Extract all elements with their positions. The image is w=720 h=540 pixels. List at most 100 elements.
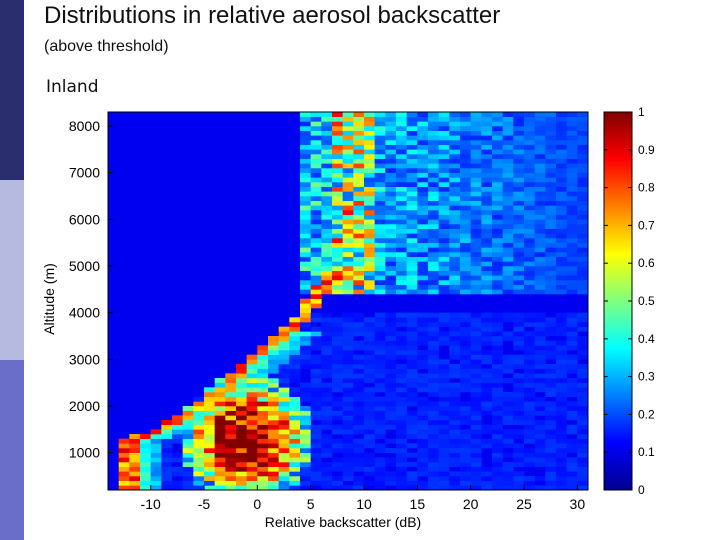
- heatmap-cell: [428, 270, 439, 276]
- heatmap-cell: [385, 396, 397, 402]
- y-axis-label: Altitude (m): [41, 263, 57, 335]
- heatmap-cell: [214, 438, 226, 444]
- heatmap-cell: [364, 256, 375, 262]
- heatmap-cell: [492, 466, 503, 472]
- heatmap-cell: [236, 406, 247, 411]
- heatmap-cell: [566, 270, 578, 276]
- heatmap-cell: [577, 261, 589, 267]
- heatmap-cell: [428, 382, 439, 388]
- heatmap-cell: [577, 140, 589, 145]
- heatmap-cell: [289, 378, 301, 383]
- heatmap-cell: [545, 135, 557, 141]
- heatmap-cell: [353, 163, 365, 169]
- heatmap-cell: [364, 280, 375, 285]
- heatmap-cell: [545, 196, 557, 201]
- heatmap-cell: [417, 135, 429, 141]
- heatmap-cell: [278, 438, 290, 444]
- heatmap-cell: [460, 214, 471, 220]
- heatmap-cell: [449, 410, 461, 416]
- heatmap-cell: [321, 154, 333, 159]
- heatmap-cell: [118, 485, 130, 491]
- heatmap-cell: [481, 247, 493, 253]
- heatmap-cell: [332, 177, 343, 183]
- heatmap-cell: [364, 270, 375, 276]
- heatmap-cell: [278, 368, 290, 374]
- heatmap-cell: [449, 130, 461, 136]
- heatmap-cell: [342, 200, 354, 206]
- heatmap-cell: [332, 126, 343, 131]
- heatmap-cell: [428, 476, 439, 481]
- heatmap-cell: [321, 112, 333, 117]
- heatmap-cell: [385, 135, 397, 141]
- heatmap-cell: [332, 252, 343, 257]
- heatmap-cell: [513, 256, 525, 262]
- heatmap-cell: [438, 205, 450, 211]
- heatmap-cell: [428, 345, 439, 351]
- heatmap-cell: [364, 116, 375, 122]
- heatmap-cell: [150, 452, 162, 458]
- heatmap-cell: [481, 154, 493, 159]
- heatmap-cell: [396, 289, 407, 295]
- heatmap-cell: [577, 275, 589, 281]
- heatmap-cell: [310, 476, 322, 481]
- heatmap-cell: [193, 466, 205, 472]
- heatmap-cell: [385, 224, 397, 229]
- heatmap-cell: [449, 116, 461, 122]
- heatmap-cell: [374, 373, 386, 379]
- heatmap-cell: [342, 401, 354, 407]
- heatmap-cell: [534, 238, 546, 243]
- heatmap-cell: [289, 326, 301, 332]
- heatmap-cell: [214, 378, 226, 383]
- heatmap-cell: [534, 429, 546, 435]
- heatmap-cell: [438, 158, 450, 164]
- heatmap-cell: [438, 480, 450, 486]
- heatmap-cell: [502, 196, 514, 201]
- heatmap-cell: [364, 424, 375, 430]
- heatmap-cell: [353, 154, 365, 159]
- heatmap-cell: [534, 448, 546, 453]
- heatmap-cell: [342, 140, 354, 145]
- heatmap-cell: [193, 452, 205, 458]
- heatmap-cell: [513, 322, 525, 327]
- heatmap-cell: [374, 256, 386, 262]
- heatmap-cell: [353, 373, 365, 379]
- heatmap-cell: [268, 452, 279, 458]
- heatmap-cell: [364, 434, 375, 439]
- heatmap-cell: [492, 266, 503, 271]
- heatmap-cell: [172, 457, 183, 463]
- heatmap-cell: [556, 214, 567, 220]
- heatmap-cell: [470, 242, 482, 248]
- heatmap-cell: [460, 340, 471, 346]
- heatmap-cell: [449, 233, 461, 239]
- heatmap-cell: [556, 196, 567, 201]
- heatmap-cell: [342, 387, 354, 393]
- heatmap-cell: [417, 140, 429, 145]
- colorbar-tick-label: 0.2: [638, 407, 655, 421]
- heatmap-cell: [417, 228, 429, 234]
- heatmap-cell: [321, 186, 333, 192]
- heatmap-cell: [449, 228, 461, 234]
- heatmap-cell: [310, 462, 322, 467]
- heatmap-cell: [364, 168, 375, 173]
- heatmap-cell: [470, 364, 482, 369]
- heatmap-cell: [321, 326, 333, 332]
- heatmap-cell: [321, 368, 333, 374]
- heatmap-cell: [470, 149, 482, 155]
- heatmap-cell: [161, 438, 173, 444]
- heatmap-cell: [310, 158, 322, 164]
- y-tick-label: 3000: [69, 351, 100, 367]
- heatmap-cell: [449, 270, 461, 276]
- heatmap-cell: [374, 350, 386, 355]
- heatmap-cell: [460, 280, 471, 285]
- heatmap-cell: [396, 121, 407, 127]
- heatmap-cell: [449, 261, 461, 267]
- heatmap-cell: [214, 410, 226, 416]
- heatmap-cell: [396, 256, 407, 262]
- heatmap-cell: [460, 284, 471, 290]
- heatmap-cell: [332, 168, 343, 173]
- heatmap-cell: [481, 149, 493, 155]
- heatmap-cell: [438, 415, 450, 421]
- heatmap-cell: [460, 200, 471, 206]
- heatmap-cell: [577, 270, 589, 276]
- heatmap-cell: [513, 312, 525, 318]
